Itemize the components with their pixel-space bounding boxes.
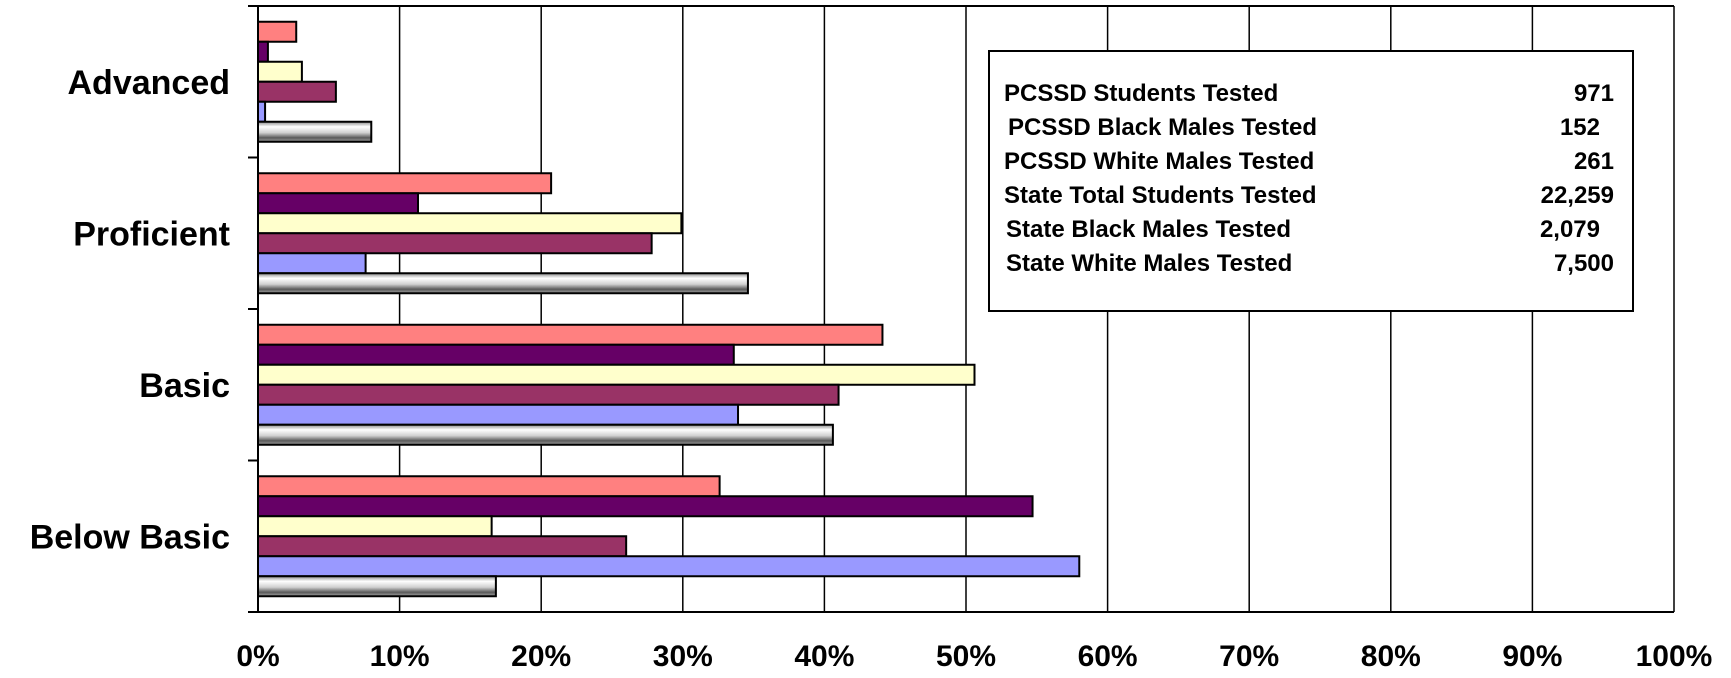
bar <box>257 232 653 255</box>
info-row-label: PCSSD Black Males Tested <box>1008 114 1318 141</box>
bar <box>257 60 303 83</box>
tested-counts-box: PCSSD Students Tested 971 PCSSD Black Ma… <box>988 50 1634 312</box>
info-row-label: State Black Males Tested <box>1006 216 1292 243</box>
axes <box>248 5 1674 613</box>
x-tick-label: 20% <box>511 640 571 673</box>
info-row-value: 7,500 <box>1553 250 1614 277</box>
bar <box>257 383 840 406</box>
info-row-label: State White Males Tested <box>1006 250 1293 277</box>
bar <box>257 172 553 195</box>
info-row-label: PCSSD White Males Tested <box>1004 148 1315 175</box>
bar <box>257 212 683 235</box>
category-label: Basic <box>139 367 230 405</box>
bar <box>257 575 497 598</box>
bar <box>257 535 628 558</box>
bar <box>257 515 493 538</box>
info-row-pcssd-black-males: PCSSD Black Males Tested 152 <box>1004 114 1614 148</box>
category-label: Below Basic <box>30 518 230 556</box>
x-tick-label: 80% <box>1361 640 1421 673</box>
info-row-state-white-males: State White Males Tested 7,500 <box>1004 250 1614 284</box>
bar <box>257 555 1081 578</box>
x-tick-labels: 0% 10% 20% 30% 40% 50% 60% 70% 80% 90% 100% <box>236 640 1712 673</box>
bar <box>257 100 267 123</box>
x-tick-label: 10% <box>370 640 430 673</box>
bar <box>257 403 740 426</box>
info-row-pcssd-white-males: PCSSD White Males Tested 261 <box>1004 148 1614 182</box>
bars <box>257 20 1081 598</box>
bar <box>257 40 269 63</box>
bar <box>257 80 337 103</box>
info-row-value: 971 <box>1573 80 1614 107</box>
bar <box>257 272 749 295</box>
x-tick-label: 40% <box>794 640 854 673</box>
bar <box>257 323 884 346</box>
x-tick-label: 30% <box>653 640 713 673</box>
info-row-label: PCSSD Students Tested <box>1004 80 1279 107</box>
info-row-state-black-males: State Black Males Tested 2,079 <box>1004 216 1614 250</box>
info-row-state-total: State Total Students Tested 22,259 <box>1004 182 1614 216</box>
bar <box>257 495 1034 518</box>
bar <box>257 475 721 498</box>
info-row-label: State Total Students Tested <box>1004 182 1317 209</box>
x-tick-label: 0% <box>236 640 279 673</box>
x-tick-label: 100% <box>1636 640 1713 673</box>
info-row-value: 22,259 <box>1540 182 1614 209</box>
category-labels: Advanced Proficient Basic Below Basic <box>30 64 230 557</box>
info-row-value: 261 <box>1573 148 1614 175</box>
info-row-value: 152 <box>1559 114 1600 141</box>
bar <box>257 192 420 215</box>
x-tick-label: 90% <box>1502 640 1562 673</box>
bar <box>257 343 735 366</box>
bar <box>257 120 373 143</box>
info-row-pcssd-students: PCSSD Students Tested 971 <box>1004 80 1614 114</box>
category-label: Advanced <box>68 64 231 102</box>
info-row-value: 2,079 <box>1539 216 1600 243</box>
bar <box>257 423 834 446</box>
x-tick-label: 70% <box>1219 640 1279 673</box>
x-tick-label: 60% <box>1078 640 1138 673</box>
category-label: Proficient <box>73 215 230 253</box>
x-tick-label: 50% <box>936 640 996 673</box>
bar <box>257 363 976 386</box>
bar <box>257 252 367 275</box>
bar <box>257 20 298 43</box>
